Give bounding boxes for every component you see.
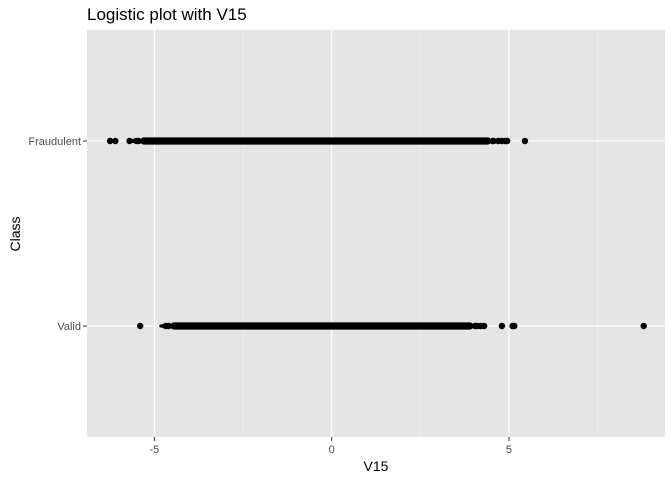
data-point [489,137,497,145]
x-axis-title: V15 [364,458,389,474]
y-axis-title: Class [7,216,23,251]
x-tick-label: 0 [329,444,335,456]
x-tick-label: -5 [149,444,159,456]
y-tick-label: Valid [57,321,81,333]
x-tick-label: 5 [506,444,512,456]
data-point [504,137,511,145]
data-point [145,137,153,145]
data-point [159,324,163,328]
plot-panel [87,30,665,437]
data-point [133,137,140,145]
point-band-fraudulent [140,137,492,145]
data-point [521,137,529,145]
data-points [106,137,647,330]
data-point [480,322,488,330]
y-axis: Valid Fraudulent [28,136,87,333]
chart-title: Logistic plot with V15 [87,5,247,24]
y-tick-label: Fraudulent [28,136,81,148]
data-point [136,322,144,330]
data-point [126,137,133,145]
data-point [640,322,647,330]
data-point [140,137,147,145]
data-point [165,322,172,330]
data-point [511,322,518,330]
data-point [106,137,114,145]
data-point [151,137,158,145]
data-point [112,137,119,145]
point-band-valid [170,322,474,330]
data-point [498,322,506,330]
x-axis: -5 0 5 [149,437,512,456]
